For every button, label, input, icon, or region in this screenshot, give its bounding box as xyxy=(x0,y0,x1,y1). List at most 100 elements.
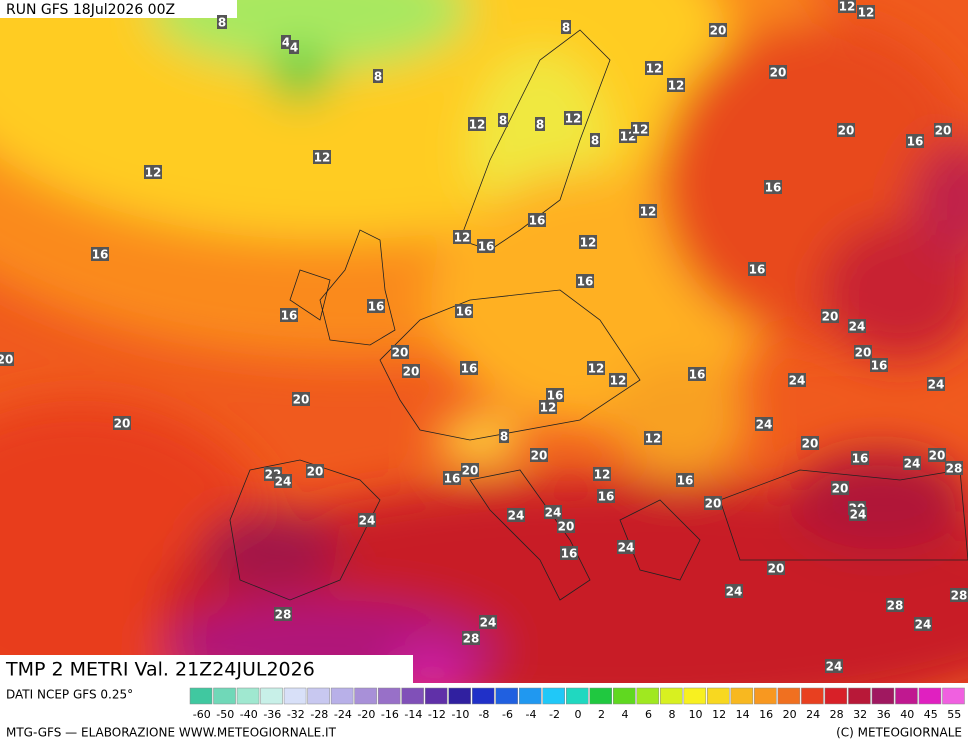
contour-label: 16 xyxy=(577,275,594,289)
legend-label: 2 xyxy=(598,708,605,721)
map-title: TMP 2 METRI Val. 21Z24JUL2026 xyxy=(5,659,315,681)
legend-swatch xyxy=(848,687,871,705)
contour-label-box xyxy=(927,377,945,391)
legend-swatch xyxy=(307,687,330,705)
contour-label-box xyxy=(676,473,694,487)
legend-label: 32 xyxy=(853,708,867,721)
contour-label-box xyxy=(644,431,662,445)
legend-swatch xyxy=(260,687,283,705)
contour-label-box xyxy=(631,122,649,136)
contour-label: 24 xyxy=(826,660,843,674)
contour-label-box xyxy=(539,400,557,414)
contour-label: 16 xyxy=(598,490,615,504)
contour-label-box xyxy=(688,367,706,381)
contour-label: 16 xyxy=(689,368,706,382)
legend-swatch xyxy=(589,687,613,705)
contour-label: 8 xyxy=(500,430,508,444)
legend-swatch xyxy=(824,687,848,705)
contour-label-box xyxy=(479,615,497,629)
legend-label: 28 xyxy=(830,708,844,721)
contour-label-box xyxy=(530,448,548,462)
run-box xyxy=(0,0,237,18)
contour-label-box xyxy=(825,659,843,673)
contour-label-box xyxy=(748,262,766,276)
legend-swatch xyxy=(401,687,424,705)
contour-label-box xyxy=(113,416,131,430)
legend-swatch xyxy=(707,687,730,705)
legend-swatch xyxy=(518,687,542,705)
contour-label-box xyxy=(857,5,875,19)
contour-label: 24 xyxy=(508,509,525,523)
legend-label: 4 xyxy=(622,708,629,721)
contour-label: 20 xyxy=(392,346,409,360)
credit-label: MTG-GFS — ELABORAZIONE WWW.METEOGIORNALE… xyxy=(6,726,337,740)
contour-label-box xyxy=(281,35,291,49)
legend-swatch xyxy=(330,687,354,705)
contour-label: 12 xyxy=(839,0,856,14)
contour-label-box xyxy=(391,345,409,359)
contour-label: 24 xyxy=(359,514,376,528)
contour-label: 12 xyxy=(580,236,597,250)
contour-label: 12 xyxy=(469,118,486,132)
legend-swatch xyxy=(895,687,918,705)
legend-swatch xyxy=(377,687,401,705)
contour-label-box xyxy=(914,617,932,631)
contour-label-box xyxy=(455,304,473,318)
contour-label: 16 xyxy=(765,181,782,195)
contour-label: 20 xyxy=(0,353,13,367)
contour-label-box xyxy=(557,519,575,533)
legend-label: 10 xyxy=(689,708,703,721)
contour-label: 20 xyxy=(929,449,946,463)
legend-swatch xyxy=(660,687,683,705)
legend-label: -32 xyxy=(287,708,305,721)
contour-label-box xyxy=(587,361,605,375)
legend-swatch xyxy=(565,687,589,705)
contour-label: 8 xyxy=(499,114,507,128)
run-label: RUN GFS 18Jul2026 00Z xyxy=(6,2,175,18)
contour-label: 16 xyxy=(852,452,869,466)
contour-label: 16 xyxy=(281,309,298,323)
contour-label: 24 xyxy=(928,378,945,392)
contour-label: 8 xyxy=(374,70,382,84)
contour-label: 16 xyxy=(871,359,888,373)
contour-label-box xyxy=(507,508,525,522)
contour-label-box xyxy=(950,588,968,602)
legend-swatch xyxy=(801,687,824,705)
contour-label-box xyxy=(667,78,685,92)
contour-label: 28 xyxy=(946,462,963,476)
contour-label-box xyxy=(645,61,663,75)
coastlines xyxy=(229,29,968,601)
contour-label: 16 xyxy=(444,472,461,486)
contour-label: 16 xyxy=(677,474,694,488)
contour-label: 24 xyxy=(275,475,292,489)
contour-label: 20 xyxy=(855,346,872,360)
contour-label-box xyxy=(468,117,486,131)
legend-swatch xyxy=(613,687,636,705)
contour-label: 8 xyxy=(591,134,599,148)
contour-label-box xyxy=(461,463,479,477)
legend-label: 12 xyxy=(712,708,726,721)
contour-label: 24 xyxy=(849,320,866,334)
contour-label-box xyxy=(849,507,867,521)
legend-label: 40 xyxy=(900,708,914,721)
temperature-field xyxy=(0,0,968,683)
source-label: DATI NCEP GFS 0.25° xyxy=(6,688,133,702)
legend-label: -6 xyxy=(502,708,513,721)
contour-label: 28 xyxy=(951,589,968,603)
contour-label-box xyxy=(903,456,921,470)
legend-label: -40 xyxy=(240,708,258,721)
contour-label-box xyxy=(217,15,227,29)
contour-label-box xyxy=(535,117,545,131)
contour-label-box xyxy=(928,448,946,462)
contour-label: 8 xyxy=(562,21,570,35)
legend-label: -4 xyxy=(525,708,536,721)
contour-label-box xyxy=(280,308,298,322)
contour-label: 28 xyxy=(275,608,292,622)
title-box xyxy=(0,655,413,683)
legend-swatch xyxy=(918,687,942,705)
contour-label: 8 xyxy=(218,16,226,30)
contour-label-box xyxy=(306,464,324,478)
contour-label: 20 xyxy=(307,465,324,479)
contour-label: 16 xyxy=(547,389,564,403)
contour-label: 20 xyxy=(462,464,479,478)
